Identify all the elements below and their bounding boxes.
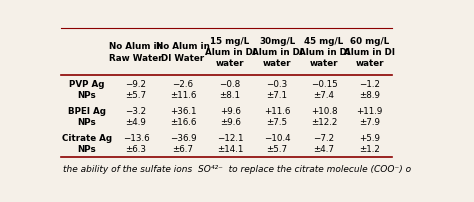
Text: 30mg/L
Alum in DI
water: 30mg/L Alum in DI water [252, 37, 302, 68]
Text: −0.3
±7.1: −0.3 ±7.1 [266, 79, 288, 99]
Text: −13.6
±6.3: −13.6 ±6.3 [123, 134, 149, 154]
Text: 60 mg/L
Alum in DI
water: 60 mg/L Alum in DI water [344, 37, 395, 68]
Text: −9.2
±5.7: −9.2 ±5.7 [126, 79, 146, 99]
Text: −36.9
±6.7: −36.9 ±6.7 [170, 134, 196, 154]
Text: the ability of the sulfate ions  SO⁴²⁻  to replace the citrate molecule (COO⁻) o: the ability of the sulfate ions SO⁴²⁻ to… [63, 165, 411, 174]
Text: −3.2
±4.9: −3.2 ±4.9 [126, 106, 146, 126]
Text: −1.2
±8.9: −1.2 ±8.9 [359, 79, 380, 99]
Text: No Alum in
DI Water: No Alum in DI Water [156, 42, 210, 62]
Text: Citrate Ag
NPs: Citrate Ag NPs [62, 134, 112, 154]
Text: −0.15
±7.4: −0.15 ±7.4 [311, 79, 337, 99]
Text: +36.1
±16.6: +36.1 ±16.6 [170, 106, 196, 126]
Text: −0.8
±8.1: −0.8 ±8.1 [219, 79, 241, 99]
Text: −7.2
±4.7: −7.2 ±4.7 [313, 134, 335, 154]
Text: No Alum in
Raw Water: No Alum in Raw Water [109, 42, 163, 62]
Text: +10.8
±12.2: +10.8 ±12.2 [311, 106, 337, 126]
Text: −10.4
±5.7: −10.4 ±5.7 [264, 134, 291, 154]
Text: +9.6
±9.6: +9.6 ±9.6 [219, 106, 240, 126]
Text: −12.1
±14.1: −12.1 ±14.1 [217, 134, 243, 154]
Text: +11.9
±7.9: +11.9 ±7.9 [356, 106, 383, 126]
Text: +11.6
±7.5: +11.6 ±7.5 [264, 106, 290, 126]
Text: 15 mg/L
Alum in DI
water: 15 mg/L Alum in DI water [205, 37, 255, 68]
Text: +5.9
±1.2: +5.9 ±1.2 [359, 134, 380, 154]
Text: PVP Ag
NPs: PVP Ag NPs [69, 79, 105, 99]
Text: −2.6
±11.6: −2.6 ±11.6 [170, 79, 196, 99]
Text: 45 mg/L
Alum in DI
water: 45 mg/L Alum in DI water [299, 37, 350, 68]
Text: BPEI Ag
NPs: BPEI Ag NPs [68, 106, 106, 126]
